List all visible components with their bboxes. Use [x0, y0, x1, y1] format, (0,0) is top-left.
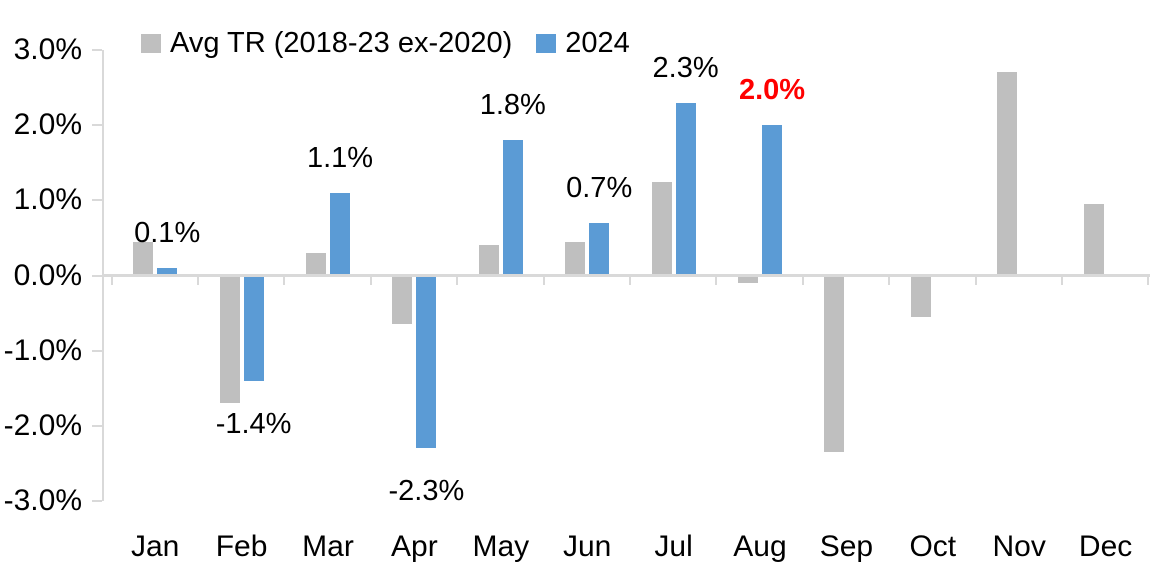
y-axis-label: -2.0%: [3, 408, 82, 442]
x-axis-tick: [974, 277, 977, 285]
data-label-feb: -1.4%: [215, 407, 292, 440]
bar-2024-jul: [675, 102, 696, 276]
data-label-jul: 2.3%: [652, 51, 719, 84]
x-axis-label-nov: Nov: [992, 530, 1046, 563]
x-axis-tick: [369, 277, 372, 285]
bar-avg-tr-sep: [824, 275, 845, 453]
bar-avg-tr-nov: [997, 72, 1018, 276]
bar-2024-mar: [330, 192, 350, 276]
x-axis-label-dec: Dec: [1078, 530, 1133, 563]
x-axis-label-oct: Oct: [909, 530, 957, 563]
y-axis-tick: [92, 500, 102, 503]
bar-2024-aug: [762, 125, 782, 276]
legend-label-avg-tr: Avg TR (2018-23 ex-2020): [170, 27, 513, 59]
legend-swatch-avg-tr: [141, 33, 161, 53]
y-axis-label: -3.0%: [3, 484, 82, 518]
bar-avg-tr-oct: [910, 275, 931, 317]
data-label-may: 1.8%: [479, 89, 546, 122]
x-axis-tick: [283, 277, 286, 285]
y-axis-label: 2.0%: [13, 108, 82, 142]
y-axis-label: 0.0%: [13, 258, 82, 292]
bar-2024-jan: [157, 267, 178, 276]
y-axis-label: 1.0%: [13, 183, 82, 217]
x-axis-label-feb: Feb: [215, 530, 268, 563]
x-axis-tick: [888, 277, 891, 285]
data-label-jan: 0.1%: [134, 216, 201, 249]
bar-avg-tr-jan: [133, 241, 154, 276]
y-axis-tick: [92, 124, 102, 127]
y-axis-tick: [92, 349, 102, 352]
bar-2024-jun: [589, 222, 610, 276]
x-axis-label-mar: Mar: [302, 530, 354, 563]
x-axis-label-jul: Jul: [654, 530, 693, 563]
y-axis-tick: [92, 424, 102, 427]
legend-swatch-2024: [536, 33, 557, 53]
data-label-mar: 1.1%: [306, 141, 374, 174]
bar-avg-tr-aug: [738, 275, 758, 284]
data-label-apr: -2.3%: [388, 475, 465, 508]
x-axis-label-apr: Apr: [391, 530, 438, 563]
bar-avg-tr-apr: [392, 275, 413, 325]
x-axis-tick: [1061, 277, 1063, 285]
x-axis-tick: [456, 277, 459, 285]
x-axis-label-may: May: [472, 530, 530, 563]
bar-2024-may: [502, 140, 523, 276]
x-axis-label-jun: Jun: [563, 530, 612, 563]
x-axis-tick: [715, 277, 718, 285]
x-axis-label-jan: Jan: [131, 530, 180, 563]
bar-avg-tr-feb: [219, 275, 240, 404]
y-axis-tick: [92, 199, 102, 202]
x-axis-tick: [197, 277, 199, 285]
bar-2024-apr: [416, 275, 437, 449]
x-axis-tick: [801, 277, 804, 285]
bar-avg-tr-jul: [651, 181, 672, 276]
x-axis-label-sep: Sep: [819, 530, 874, 563]
y-axis-tick: [92, 48, 102, 51]
bar-avg-tr-jun: [565, 241, 586, 276]
x-axis-tick: [629, 277, 631, 285]
x-axis-label-aug: Aug: [733, 530, 787, 563]
bar-avg-tr-mar: [306, 252, 326, 276]
y-axis-label: 3.0%: [13, 32, 82, 66]
chart-legend: Avg TR (2018-23 ex-2020) 2024: [141, 27, 654, 59]
x-axis-tick: [1147, 277, 1150, 285]
y-axis-label: -1.0%: [3, 333, 82, 367]
x-axis-tick: [110, 277, 113, 285]
legend-label-2024: 2024: [565, 27, 630, 59]
data-label-aug: 2.0%: [738, 74, 806, 107]
y-axis-tick: [92, 274, 102, 277]
x-axis-line: [102, 274, 1150, 277]
bar-avg-tr-dec: [1083, 204, 1104, 276]
bar-2024-feb: [243, 275, 264, 381]
data-label-jun: 0.7%: [566, 171, 633, 204]
x-axis-tick: [542, 277, 545, 285]
bar-avg-tr-may: [478, 245, 499, 276]
